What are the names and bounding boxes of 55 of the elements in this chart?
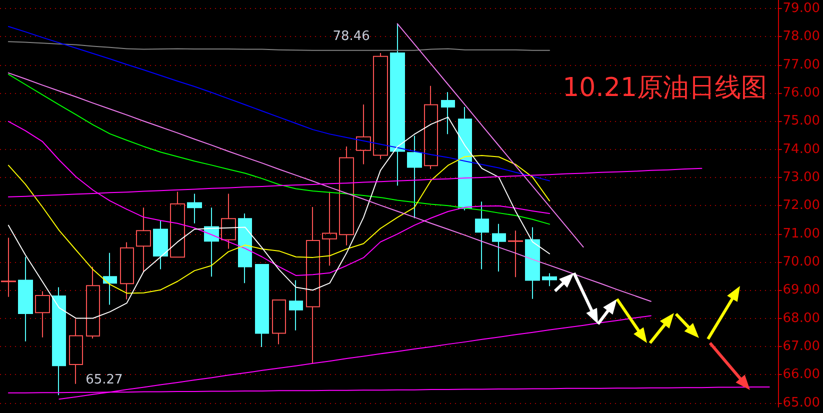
y-tick-label: 69.00 xyxy=(782,282,820,298)
y-tick-label: 68.00 xyxy=(782,310,820,326)
candlestick xyxy=(120,242,134,300)
candlestick xyxy=(52,286,66,396)
candlestick xyxy=(1,237,16,298)
y-tick-label: 72.00 xyxy=(782,198,820,214)
candlestick xyxy=(475,201,489,270)
line-series xyxy=(8,26,550,182)
candlestick xyxy=(272,299,286,345)
candlestick xyxy=(322,191,337,266)
candlestick xyxy=(187,193,202,224)
y-tick-label: 78.00 xyxy=(782,29,820,44)
candlestick xyxy=(136,207,151,272)
candlestick xyxy=(103,252,117,306)
y-tick-label: 65.00 xyxy=(782,395,820,410)
candlestick xyxy=(458,106,472,211)
candlestick xyxy=(492,223,506,272)
candlestick xyxy=(289,280,303,331)
y-tick-label: 76.00 xyxy=(782,85,820,100)
y-tick-label: 66.00 xyxy=(782,367,820,382)
y-tick-label: 67.00 xyxy=(782,338,820,354)
y-tick-label: 70.00 xyxy=(782,254,820,270)
candlestick xyxy=(424,85,438,170)
candlestick xyxy=(525,226,540,300)
y-tick-label: 73.00 xyxy=(782,170,820,185)
y-tick-label: 71.00 xyxy=(782,226,820,242)
candlestick xyxy=(306,206,320,364)
annotation: 78.46 xyxy=(332,29,370,44)
line-series xyxy=(8,154,550,294)
annotation: 65.27 xyxy=(86,372,123,388)
candlestick xyxy=(508,230,523,278)
candlestick xyxy=(441,92,455,135)
candlestick xyxy=(35,290,50,338)
candlestick xyxy=(153,220,168,270)
candlestick xyxy=(356,104,371,165)
candlestick xyxy=(339,146,354,246)
candlestick xyxy=(69,318,83,384)
line-series xyxy=(8,116,550,319)
y-tick-label: 77.00 xyxy=(782,57,820,72)
y-tick-label: 74.00 xyxy=(782,142,820,157)
candlestick xyxy=(238,213,252,284)
candlestick xyxy=(255,264,269,348)
y-tick-label: 75.00 xyxy=(782,114,820,129)
candlestick xyxy=(390,23,405,186)
candlestick xyxy=(221,193,236,250)
candlestick xyxy=(373,52,388,160)
candlestick xyxy=(170,191,185,258)
line-series xyxy=(8,41,550,51)
line-series xyxy=(8,74,550,225)
candlestick xyxy=(542,272,557,287)
text: 10.21原油日线图 xyxy=(562,73,768,103)
candlestick xyxy=(18,256,33,342)
y-tick-label: 79.00 xyxy=(782,0,820,16)
candlestick xyxy=(407,135,422,219)
candlestick xyxy=(86,266,100,340)
